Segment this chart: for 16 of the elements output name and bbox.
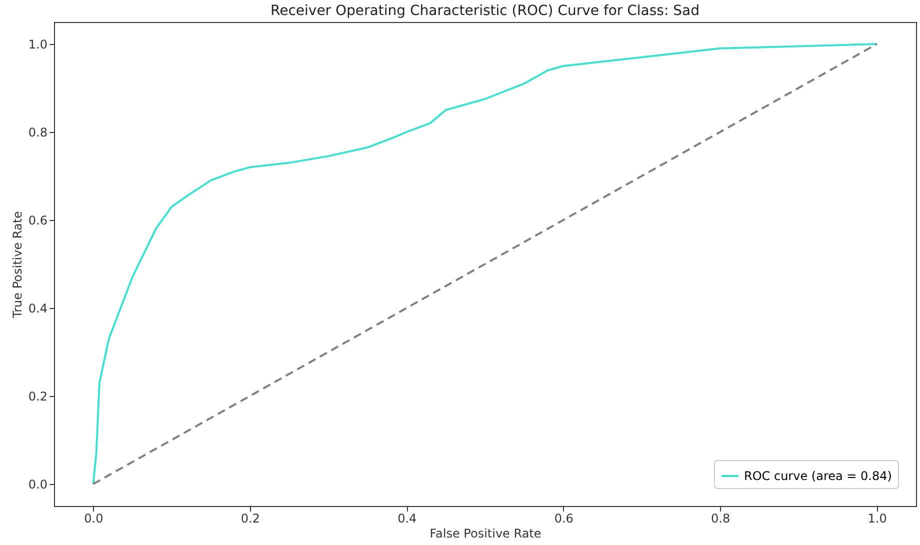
chart-title: Receiver Operating Characteristic (ROC) Curve for Class: Sad: [270, 3, 700, 19]
x-axis-title: False Positive Rate: [430, 526, 542, 540]
y-tick-label: 0.0: [28, 478, 48, 492]
x-tick-label: 1.0: [868, 512, 887, 526]
x-tick-label: 0.4: [398, 512, 417, 526]
x-tick-label: 0.2: [240, 512, 260, 526]
y-tick-label: 0.2: [28, 390, 48, 404]
y-axis-title: True Positive Rate: [10, 211, 24, 319]
y-tick-label: 1.0: [28, 38, 48, 52]
x-tick-label: 0.8: [711, 512, 730, 526]
y-tick-label: 0.6: [28, 214, 48, 228]
x-tick-label: 0.0: [84, 512, 104, 526]
x-tick-label: 0.6: [554, 512, 574, 526]
legend-label: ROC curve (area = 0.84): [744, 469, 892, 483]
y-tick-label: 0.8: [28, 126, 48, 140]
y-tick-label: 0.4: [28, 302, 48, 316]
